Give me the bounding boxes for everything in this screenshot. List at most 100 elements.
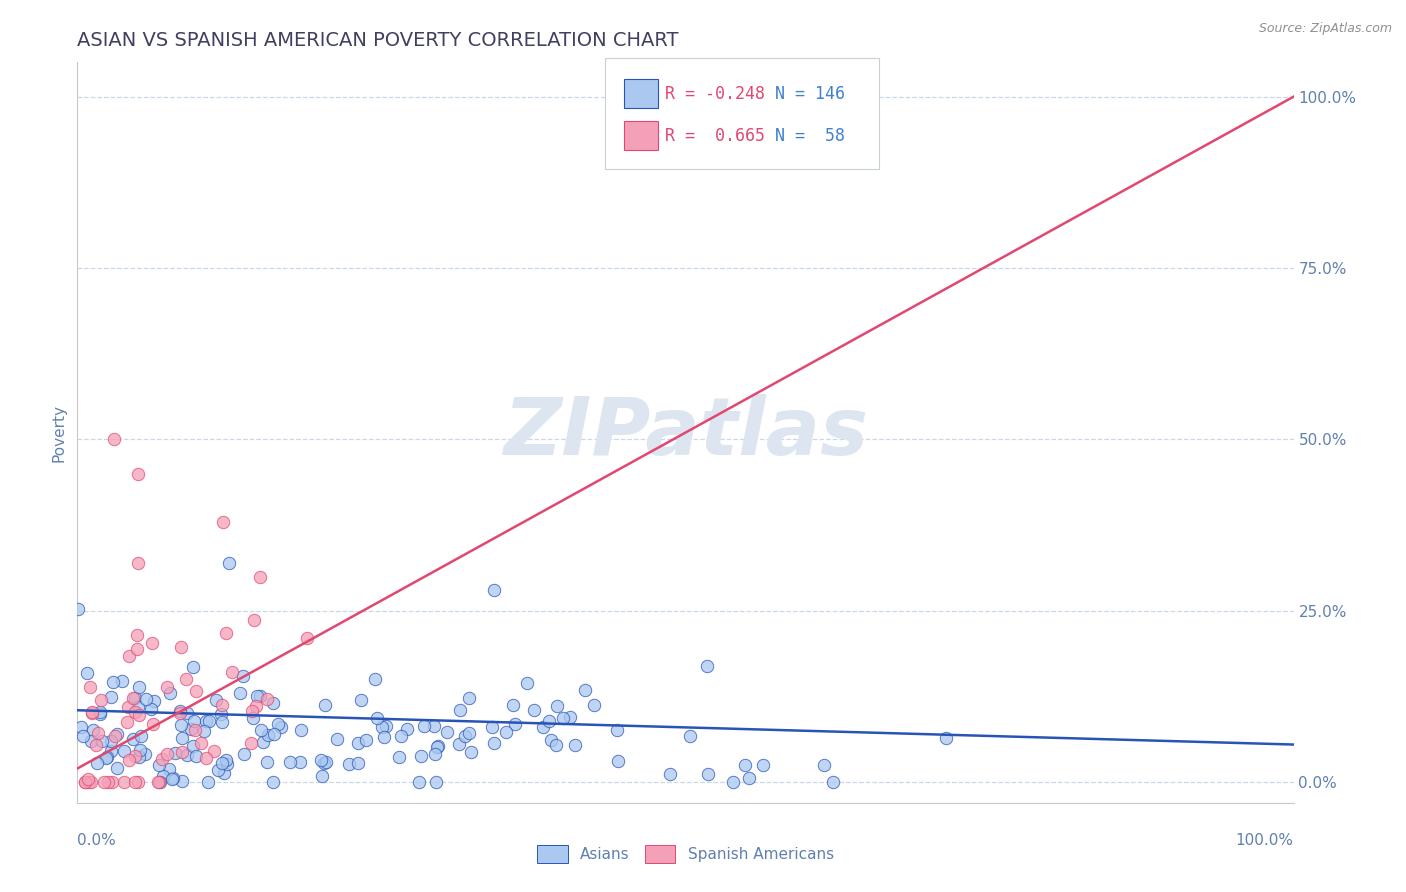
Point — [436, 724, 458, 739]
Point — [288, 755, 311, 769]
Point — [69, 720, 91, 734]
Point — [142, 717, 165, 731]
Point — [149, 775, 172, 789]
Point — [449, 737, 471, 751]
Point — [181, 659, 204, 673]
Point — [734, 757, 756, 772]
Point — [76, 666, 98, 681]
Point — [156, 747, 179, 761]
Point — [157, 762, 180, 776]
Point — [87, 725, 110, 739]
Point — [103, 433, 125, 447]
Point — [170, 745, 193, 759]
Point — [127, 467, 149, 481]
Point — [194, 750, 217, 764]
Point — [128, 708, 150, 723]
Point — [309, 753, 332, 767]
Point — [346, 736, 368, 750]
Point — [80, 706, 103, 721]
Point — [495, 724, 517, 739]
Text: 100.0%: 100.0% — [1236, 833, 1294, 848]
Point — [148, 757, 170, 772]
Point — [389, 729, 412, 743]
Point — [100, 734, 122, 748]
Point — [256, 691, 278, 706]
Point — [129, 729, 152, 743]
Point — [373, 730, 395, 744]
Point — [263, 727, 285, 741]
Point — [156, 681, 179, 695]
Point — [160, 772, 183, 786]
Point — [242, 704, 264, 718]
Point — [135, 692, 157, 706]
Point — [100, 690, 122, 704]
Point — [89, 705, 111, 719]
Point — [346, 756, 368, 771]
Point — [242, 711, 264, 725]
Point — [363, 673, 385, 687]
Point — [97, 775, 120, 789]
Point — [408, 775, 430, 789]
Point — [169, 706, 191, 720]
Point — [122, 691, 145, 706]
Point — [215, 753, 238, 767]
Point — [159, 686, 181, 700]
Point — [127, 556, 149, 570]
Point — [551, 711, 574, 725]
Point — [278, 755, 301, 769]
Point — [124, 705, 146, 719]
Point — [502, 698, 524, 712]
Point — [531, 720, 554, 734]
Point — [79, 734, 101, 748]
Point — [202, 744, 225, 758]
Point — [118, 649, 141, 664]
Point — [96, 750, 118, 764]
Point — [75, 775, 97, 789]
Point — [314, 698, 336, 712]
Point — [449, 703, 471, 717]
Point — [315, 756, 337, 770]
Point — [134, 747, 156, 761]
Point — [152, 769, 174, 783]
Point — [163, 747, 186, 761]
Point — [141, 636, 163, 650]
Point — [183, 739, 205, 753]
Point — [111, 673, 134, 688]
Point — [146, 775, 169, 789]
Point — [174, 673, 197, 687]
Point — [75, 775, 97, 789]
Point — [82, 705, 104, 719]
Point — [262, 696, 284, 710]
Point — [249, 723, 271, 738]
Point — [209, 707, 232, 722]
Point — [454, 729, 477, 743]
Point — [142, 694, 165, 708]
Text: Source: ZipAtlas.com: Source: ZipAtlas.com — [1258, 22, 1392, 36]
Point — [127, 700, 149, 714]
Point — [128, 750, 150, 764]
Point — [752, 758, 775, 772]
Point — [82, 723, 104, 738]
Point — [290, 723, 312, 737]
Point — [169, 704, 191, 718]
Point — [93, 775, 115, 789]
Point — [148, 775, 170, 789]
Point — [607, 754, 630, 768]
Point — [162, 771, 184, 785]
Point — [257, 728, 280, 742]
Point — [170, 718, 193, 732]
Point — [67, 601, 90, 615]
Point — [246, 690, 269, 704]
Point — [105, 762, 128, 776]
Point — [606, 723, 628, 737]
Point — [457, 725, 479, 739]
Point — [375, 718, 398, 732]
Point — [212, 515, 235, 529]
Point — [267, 717, 290, 731]
Point — [183, 723, 205, 737]
Point — [544, 738, 567, 752]
Point — [215, 626, 238, 640]
Point — [141, 702, 163, 716]
Point — [107, 727, 129, 741]
Point — [86, 756, 108, 771]
